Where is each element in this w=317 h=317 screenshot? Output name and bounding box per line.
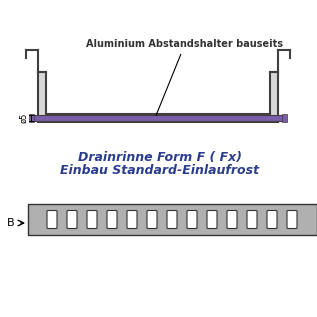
FancyBboxPatch shape [47,210,57,229]
Text: Aluminium Abstandshalter bauseits: Aluminium Abstandshalter bauseits [87,39,283,115]
Text: Einbau Standard-Einlaufrost: Einbau Standard-Einlaufrost [61,165,260,178]
FancyBboxPatch shape [187,210,197,229]
FancyBboxPatch shape [287,210,297,229]
FancyBboxPatch shape [127,210,137,229]
FancyBboxPatch shape [227,210,237,229]
FancyBboxPatch shape [267,210,277,229]
FancyBboxPatch shape [107,210,117,229]
FancyBboxPatch shape [87,210,97,229]
Text: ø5: ø5 [19,113,28,123]
Bar [34,115,282,121]
Bar [38,72,278,122]
FancyBboxPatch shape [167,210,177,229]
FancyBboxPatch shape [247,210,257,229]
Bar [46,70,270,114]
FancyBboxPatch shape [67,210,77,229]
Text: Drainrinne Form F ( Fx): Drainrinne Form F ( Fx) [78,151,242,164]
Bar [282,114,287,122]
FancyBboxPatch shape [147,210,157,229]
Bar [28,204,317,235]
Text: B: B [6,218,14,228]
FancyBboxPatch shape [207,210,217,229]
Bar [29,114,34,122]
